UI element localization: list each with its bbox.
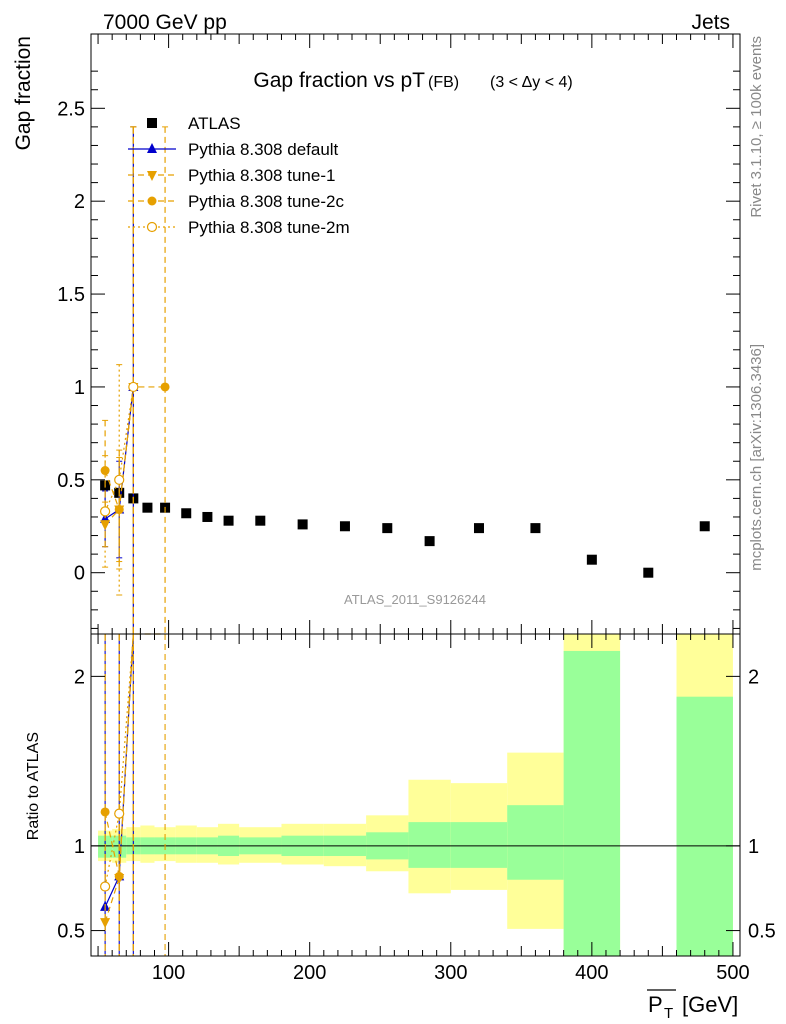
legend-entry: Pythia 8.308 tune-1 [128,166,335,185]
ratio-y-tick-label-right: 1 [748,836,759,858]
uncertainty-band-inner [507,805,564,880]
ratio-y-tick-label: 2 [74,666,85,688]
legend-entry: Pythia 8.308 default [128,140,339,159]
data-point [114,505,124,515]
main-panel-ticks: 0 0.5 1 1.5 2 2.5 [57,34,740,634]
uncertainty-band-inner [676,696,733,956]
uncertainty-band-inner [450,822,508,868]
rivet-version-label: Rivet 3.1.10, ≥ 100k events [748,36,765,218]
ratio-panel-frame [90,633,741,957]
legend-label: Pythia 8.308 tune-2m [188,218,350,237]
data-point [128,381,139,393]
series-pythia-8-308-tune-2m [100,126,139,635]
data-point [223,515,234,526]
mcplots-credit-label: mcplots.cern.ch [arXiv:1306.3436] [748,344,765,571]
main-y-tick-label: 2.5 [57,98,85,120]
data-point [339,521,350,532]
x-tick-label: 300 [434,962,467,984]
ratio-point [100,918,111,929]
data-point [586,554,597,565]
data-point [100,466,110,476]
main-panel-title-suffix: (FB) [428,74,459,91]
data-point [202,511,213,522]
legend-label: Pythia 8.308 tune-2c [188,192,344,211]
main-panel-y-axis-label: Gap fraction [12,36,35,150]
ratio-y-tick-label: 0.5 [57,921,85,943]
legend-entry: ATLAS [147,114,241,133]
main-panel-title: Gap fraction vs pT [253,69,425,92]
legend-label: Pythia 8.308 tune-1 [188,166,335,185]
ratio-point [100,807,110,817]
ratio-panel-ticks: 0.5 0.5 1 1 2 2 100 200 300 400 500 [57,634,776,984]
data-point [530,523,541,534]
series-line [104,386,166,510]
svg-text:P: P [648,992,663,1017]
data-point [114,474,125,485]
series-line [104,386,134,512]
data-point [160,382,170,392]
main-y-tick-label: 1.5 [57,284,85,306]
data-point [643,567,654,578]
data-point [255,515,266,526]
data-point [424,536,435,547]
data-point [699,521,710,532]
ratio-series-pythia-8-308-tune-2m [100,633,134,956]
ratio-y-tick-label-right: 2 [748,666,759,688]
data-point [181,508,192,519]
ratio-point [114,808,125,819]
legend-entry: Pythia 8.308 tune-2m [128,218,350,237]
legend-marker [147,196,157,206]
main-y-tick-label: 2 [74,191,85,213]
x-tick-label: 500 [716,962,749,984]
ratio-panel: 0.5 0.5 1 1 2 2 100 200 300 400 500 Ratio to ATLAS… [25,633,776,1022]
x-tick-label: 200 [293,962,326,984]
data-point [100,520,111,531]
ratio-panel-y-axis-label: Ratio to ATLAS [25,732,42,840]
main-panel-data [100,126,710,635]
main-panel-title-range: (3 < Δy < 4) [490,74,573,91]
legend: ATLAS Pythia 8.308 default Pythia 8.308 tu… [128,114,350,237]
main-panel: 0 0.5 1 1.5 2 2.5 Gap fraction vs pT (FB) (3 … [12,33,741,635]
ratio-point [100,881,111,892]
main-y-tick-label: 0 [74,563,85,585]
legend-label: Pythia 8.308 default [188,140,339,159]
series-pythia-8-308-tune-2c [100,126,170,635]
ratio-y-tick-label-right: 0.5 [748,921,776,943]
ratio-y-tick-label: 1 [74,836,85,858]
legend-entry: Pythia 8.308 tune-2c [128,192,344,211]
legend-marker [147,171,157,181]
energy-label: 7000 GeV pp [103,11,227,34]
main-y-tick-label: 0.5 [57,470,85,492]
data-point [100,506,111,517]
process-label: Jets [691,11,730,34]
legend-label: ATLAS [188,114,241,133]
main-y-tick-label: 1 [74,377,85,399]
data-point [473,523,484,534]
ratio-panel-data [91,633,740,956]
data-point [297,519,308,530]
ratio-point [114,871,124,881]
ratio-line [104,633,134,923]
data-point [382,523,393,534]
uncertainty-band-inner [563,650,621,956]
svg-text:[GeV]: [GeV] [682,992,738,1017]
x-axis-label: P T [GeV] [647,989,738,1022]
svg-text:T: T [664,1005,673,1022]
analysis-watermark: ATLAS_2011_S9126244 [344,592,486,607]
legend-marker [147,118,157,128]
legend-marker [146,221,158,233]
uncertainty-band-inner [408,822,451,868]
series-atlas [100,480,710,578]
x-tick-label: 400 [575,962,608,984]
data-point [142,502,153,513]
legend-marker [147,143,157,153]
x-tick-label: 100 [152,962,185,984]
